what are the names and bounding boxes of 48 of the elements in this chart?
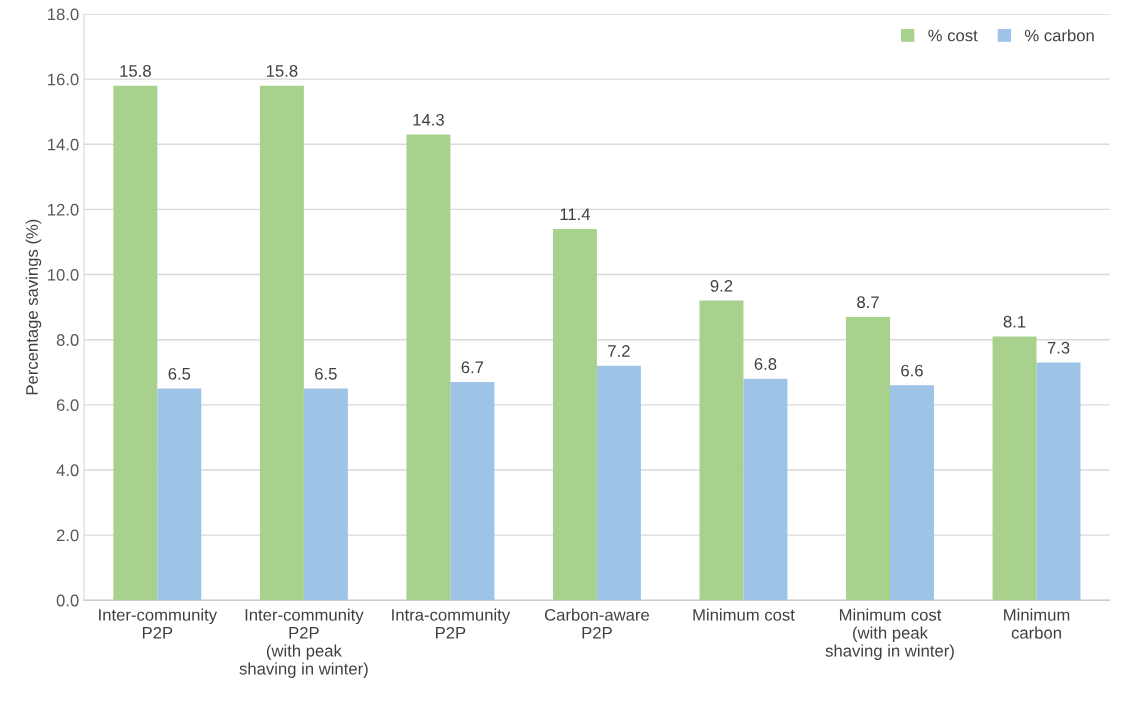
bar xyxy=(992,336,1037,601)
bar xyxy=(552,228,597,601)
x-tick-label: Minimum cost xyxy=(693,608,795,621)
data-label: 9.2 xyxy=(710,279,733,292)
bar xyxy=(113,85,158,601)
y-tick-label: 2.0 xyxy=(56,529,79,542)
y-tick-label: 10.0 xyxy=(48,268,79,281)
data-label: 8.1 xyxy=(1003,315,1026,328)
bar xyxy=(450,382,495,601)
y-tick-label: 16.0 xyxy=(48,73,79,86)
data-label: 6.5 xyxy=(315,367,337,380)
data-label: 7.3 xyxy=(1047,341,1070,354)
bar xyxy=(596,365,641,601)
data-label: 14.3 xyxy=(413,113,444,126)
bar xyxy=(846,316,890,601)
y-tick-label: 14.0 xyxy=(48,138,79,151)
y-tick-label: 12.0 xyxy=(48,203,79,216)
y-axis-title: Percentage savings (%) xyxy=(25,219,42,395)
bar xyxy=(406,134,451,601)
data-label: 6.8 xyxy=(754,358,777,370)
x-tick-label: Inter-community P2P (with peak shaving in winter) xyxy=(239,608,368,678)
legend-label: % carbon xyxy=(1024,29,1094,42)
y-tick-label: 8.0 xyxy=(56,334,79,346)
bar xyxy=(699,300,744,601)
x-tick-label: Minimum carbon xyxy=(1004,608,1070,639)
x-tick-label: Carbon-aware P2P xyxy=(544,608,649,639)
bar xyxy=(889,385,934,601)
data-label: 11.4 xyxy=(560,208,591,220)
y-tick-label: 0.0 xyxy=(56,594,79,607)
bar xyxy=(743,378,788,601)
y-tick-label: 18.0 xyxy=(48,8,79,21)
data-label: 8.7 xyxy=(857,296,879,309)
x-tick-label: Intra-community P2P xyxy=(392,608,511,639)
data-label: 6.7 xyxy=(461,361,484,374)
data-label: 6.6 xyxy=(901,364,923,377)
data-label: 15.8 xyxy=(266,65,298,77)
bar xyxy=(157,388,202,601)
bar xyxy=(1036,362,1081,601)
x-tick-label: Minimum cost (with peak shaving in winter) xyxy=(825,608,954,660)
legend-label: % cost xyxy=(928,29,978,42)
data-label: 15.8 xyxy=(120,65,151,77)
data-label: 6.5 xyxy=(168,367,191,380)
y-tick-label: 6.0 xyxy=(56,399,79,412)
bar xyxy=(303,388,348,601)
data-label: 7.2 xyxy=(608,345,630,357)
y-tick-label: 4.0 xyxy=(56,464,79,477)
x-tick-label: Inter-community P2P xyxy=(99,608,218,639)
bar xyxy=(259,85,304,601)
